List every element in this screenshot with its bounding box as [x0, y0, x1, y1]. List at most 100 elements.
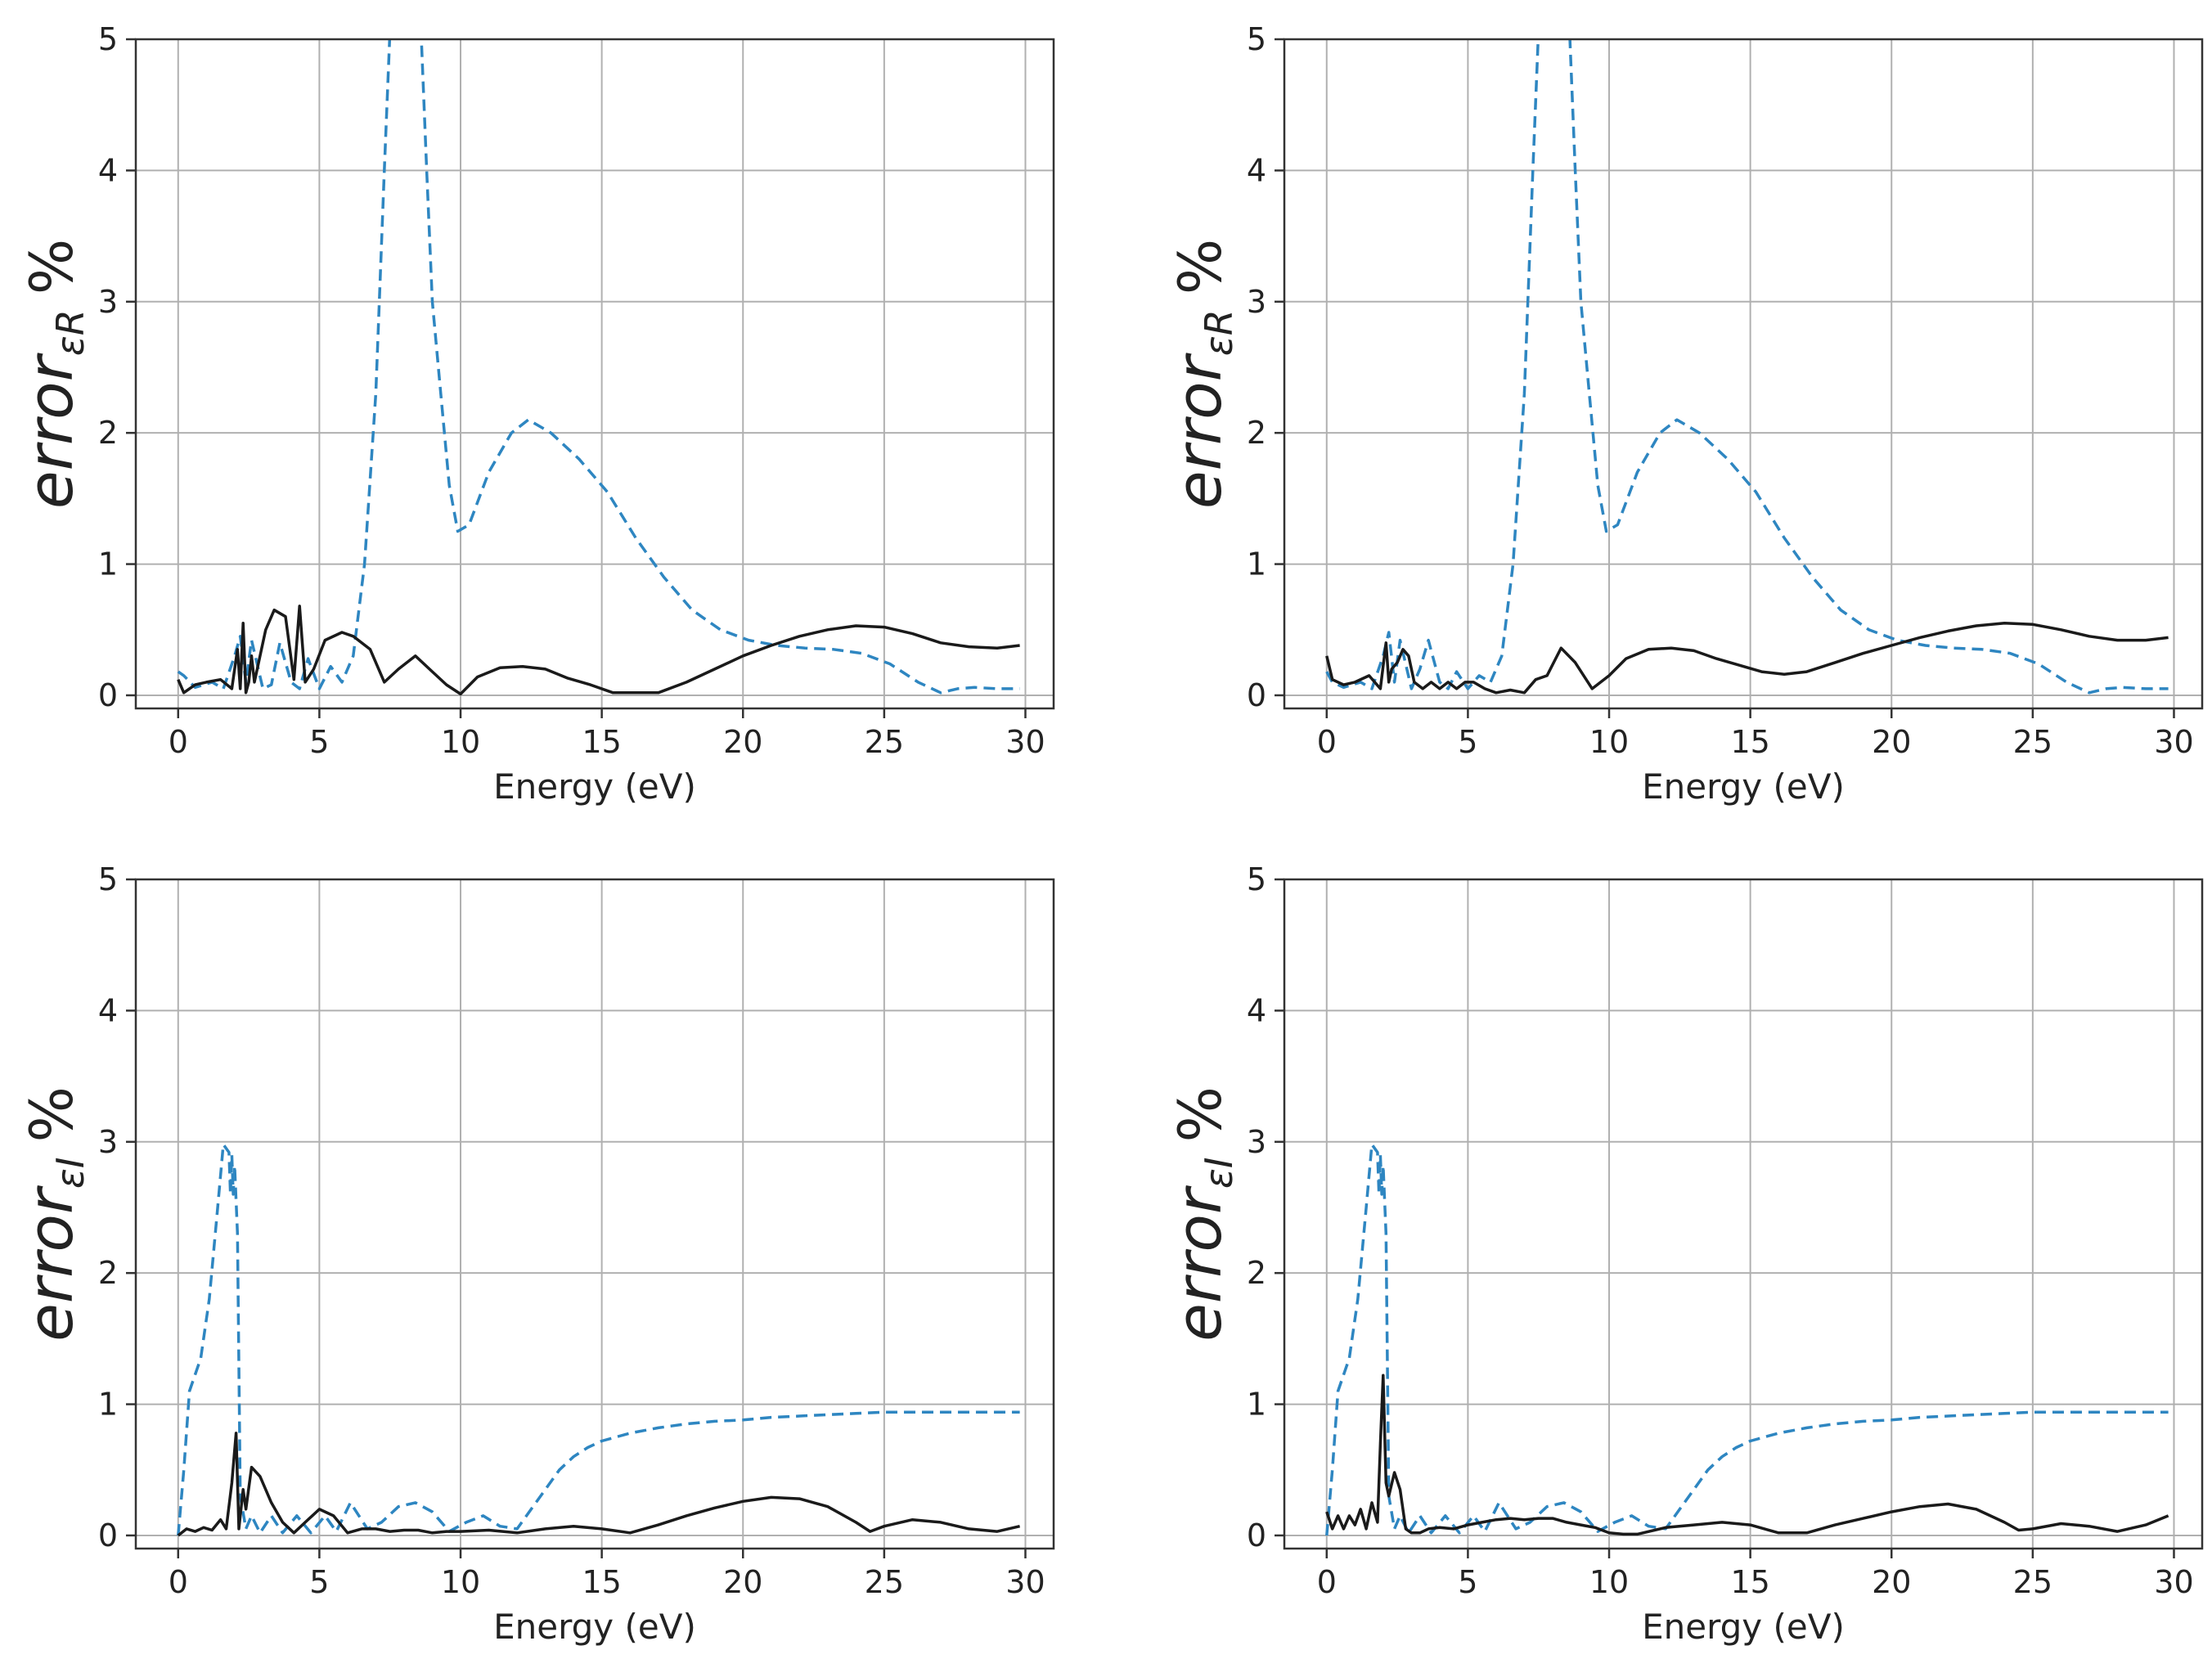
y-axis-label-subscript: εR	[48, 309, 92, 356]
x-tick-label: 30	[1005, 1564, 1045, 1600]
x-tick-label: 0	[1317, 1564, 1337, 1600]
axes-frame	[1283, 38, 2204, 710]
x-tick-label: 20	[723, 1564, 762, 1600]
x-tick-label: 5	[1458, 724, 1477, 760]
x-tick-label: 10	[441, 1564, 480, 1600]
y-tick-label: 1	[1247, 546, 1266, 582]
x-tick-label: 0	[169, 724, 188, 760]
series-line-dashed	[1325, 39, 2169, 695]
y-axis-label: errorεR%	[14, 239, 92, 509]
y-axis-label: errorεI%	[14, 1086, 92, 1342]
x-tick-label: 20	[723, 724, 762, 760]
y-tick-label: 3	[98, 284, 118, 320]
series-line-dashed	[177, 1143, 1020, 1536]
y-tick-label: 5	[1247, 861, 1266, 897]
series-line-solid	[177, 1432, 1020, 1537]
ticks: 0 5 10 15 20 25 30 0 1 2 3 4 5	[1247, 21, 2194, 760]
series-line-solid	[1325, 621, 2169, 695]
x-axis-label: Energy (eV)	[1642, 1607, 1845, 1647]
y-axis-label-subscript: εI	[1197, 1157, 1241, 1188]
y-axis-label: errorεR%	[1162, 239, 1241, 509]
x-tick-label: 30	[2154, 1564, 2193, 1600]
y-tick-label: 3	[1247, 284, 1266, 320]
y-tick-label: 4	[1247, 992, 1266, 1028]
y-tick-label: 2	[1247, 1255, 1266, 1291]
series-line-dashed	[1325, 1143, 2169, 1536]
y-tick-label: 0	[1247, 677, 1266, 713]
x-tick-label: 15	[1730, 724, 1769, 760]
subplot-bottom-right: 0 5 10 15 20 25 30 0 1 2 3 4 5 Energy (eV) errorεI%	[1162, 861, 2204, 1647]
x-tick-label: 15	[582, 1564, 621, 1600]
grid	[1284, 879, 2202, 1549]
y-axis-label-main: error	[1162, 352, 1235, 509]
x-tick-label: 10	[1589, 724, 1629, 760]
x-axis-label: Energy (eV)	[493, 1607, 696, 1647]
y-tick-label: 5	[98, 861, 118, 897]
series-line-dashed	[177, 39, 1020, 695]
x-tick-label: 5	[309, 724, 329, 760]
series-line-solid	[177, 605, 1020, 696]
x-tick-label: 0	[169, 1564, 188, 1600]
plot-area	[177, 39, 1020, 696]
x-tick-label: 10	[441, 724, 480, 760]
x-tick-label: 15	[1730, 1564, 1769, 1600]
x-tick-label: 25	[865, 1564, 904, 1600]
y-tick-label: 3	[1247, 1124, 1266, 1160]
y-tick-label: 2	[1247, 415, 1266, 451]
x-tick-label: 15	[582, 724, 621, 760]
y-tick-label: 0	[98, 677, 118, 713]
subplot-top-right: 0 5 10 15 20 25 30 0 1 2 3 4 5 Energy (eV) errorεR%	[1162, 21, 2204, 807]
y-tick-label: 4	[98, 992, 118, 1028]
axes-frame	[1283, 878, 2204, 1550]
x-tick-label: 25	[865, 724, 904, 760]
y-axis-label-percent: %	[1166, 1086, 1234, 1142]
y-tick-label: 4	[1247, 152, 1266, 188]
plot-area	[1325, 1143, 2169, 1536]
y-tick-label: 1	[1247, 1387, 1266, 1423]
x-tick-label: 30	[2154, 724, 2193, 760]
y-tick-label: 0	[98, 1517, 118, 1553]
plot-area	[177, 1143, 1020, 1537]
x-tick-label: 25	[2013, 1564, 2052, 1600]
x-tick-label: 10	[1589, 1564, 1629, 1600]
ticks: 0 5 10 15 20 25 30 0 1 2 3 4 5	[1247, 861, 2194, 1600]
y-tick-label: 2	[98, 1255, 118, 1291]
series-line-solid	[1325, 1374, 2169, 1536]
y-tick-label: 2	[98, 415, 118, 451]
x-tick-label: 25	[2013, 724, 2052, 760]
subplot-top-left: 0 5 10 15 20 25 30 0 1 2 3 4 5 Energy (eV) errorεR%	[14, 21, 1055, 807]
plot-area	[1325, 39, 2169, 695]
ticks: 0 5 10 15 20 25 30 0 1 2 3 4 5	[98, 861, 1045, 1600]
x-axis-label: Energy (eV)	[1642, 767, 1845, 807]
grid	[136, 879, 1054, 1549]
y-axis-label-main: error	[1162, 1185, 1235, 1342]
y-axis-label-main: error	[14, 352, 87, 509]
x-tick-label: 5	[309, 1564, 329, 1600]
axes-frame	[134, 878, 1055, 1550]
x-tick-label: 20	[1872, 1564, 1911, 1600]
y-axis-label-main: error	[14, 1185, 87, 1342]
x-tick-label: 30	[1005, 724, 1045, 760]
axes-frame	[134, 38, 1055, 710]
grid	[136, 38, 1054, 708]
y-tick-label: 1	[98, 1387, 118, 1423]
ticks: 0 5 10 15 20 25 30 0 1 2 3 4 5	[98, 21, 1045, 760]
x-tick-label: 0	[1317, 724, 1337, 760]
y-tick-label: 5	[98, 21, 118, 57]
y-tick-label: 0	[1247, 1517, 1266, 1553]
y-axis-label-percent: %	[1166, 239, 1234, 294]
y-tick-label: 1	[98, 546, 118, 582]
y-axis-label: errorεI%	[1162, 1086, 1241, 1342]
y-axis-label-subscript: εR	[1197, 309, 1241, 356]
x-tick-label: 20	[1872, 724, 1911, 760]
y-axis-label-percent: %	[17, 239, 86, 294]
y-axis-label-percent: %	[17, 1086, 86, 1142]
subplot-bottom-left: 0 5 10 15 20 25 30 0 1 2 3 4 5 Energy (eV) errorεI%	[14, 861, 1055, 1647]
x-axis-label: Energy (eV)	[493, 767, 696, 807]
x-tick-label: 5	[1458, 1564, 1477, 1600]
grid	[1284, 38, 2202, 708]
y-tick-label: 4	[98, 152, 118, 188]
y-axis-label-subscript: εI	[48, 1157, 92, 1188]
y-tick-label: 5	[1247, 21, 1266, 57]
